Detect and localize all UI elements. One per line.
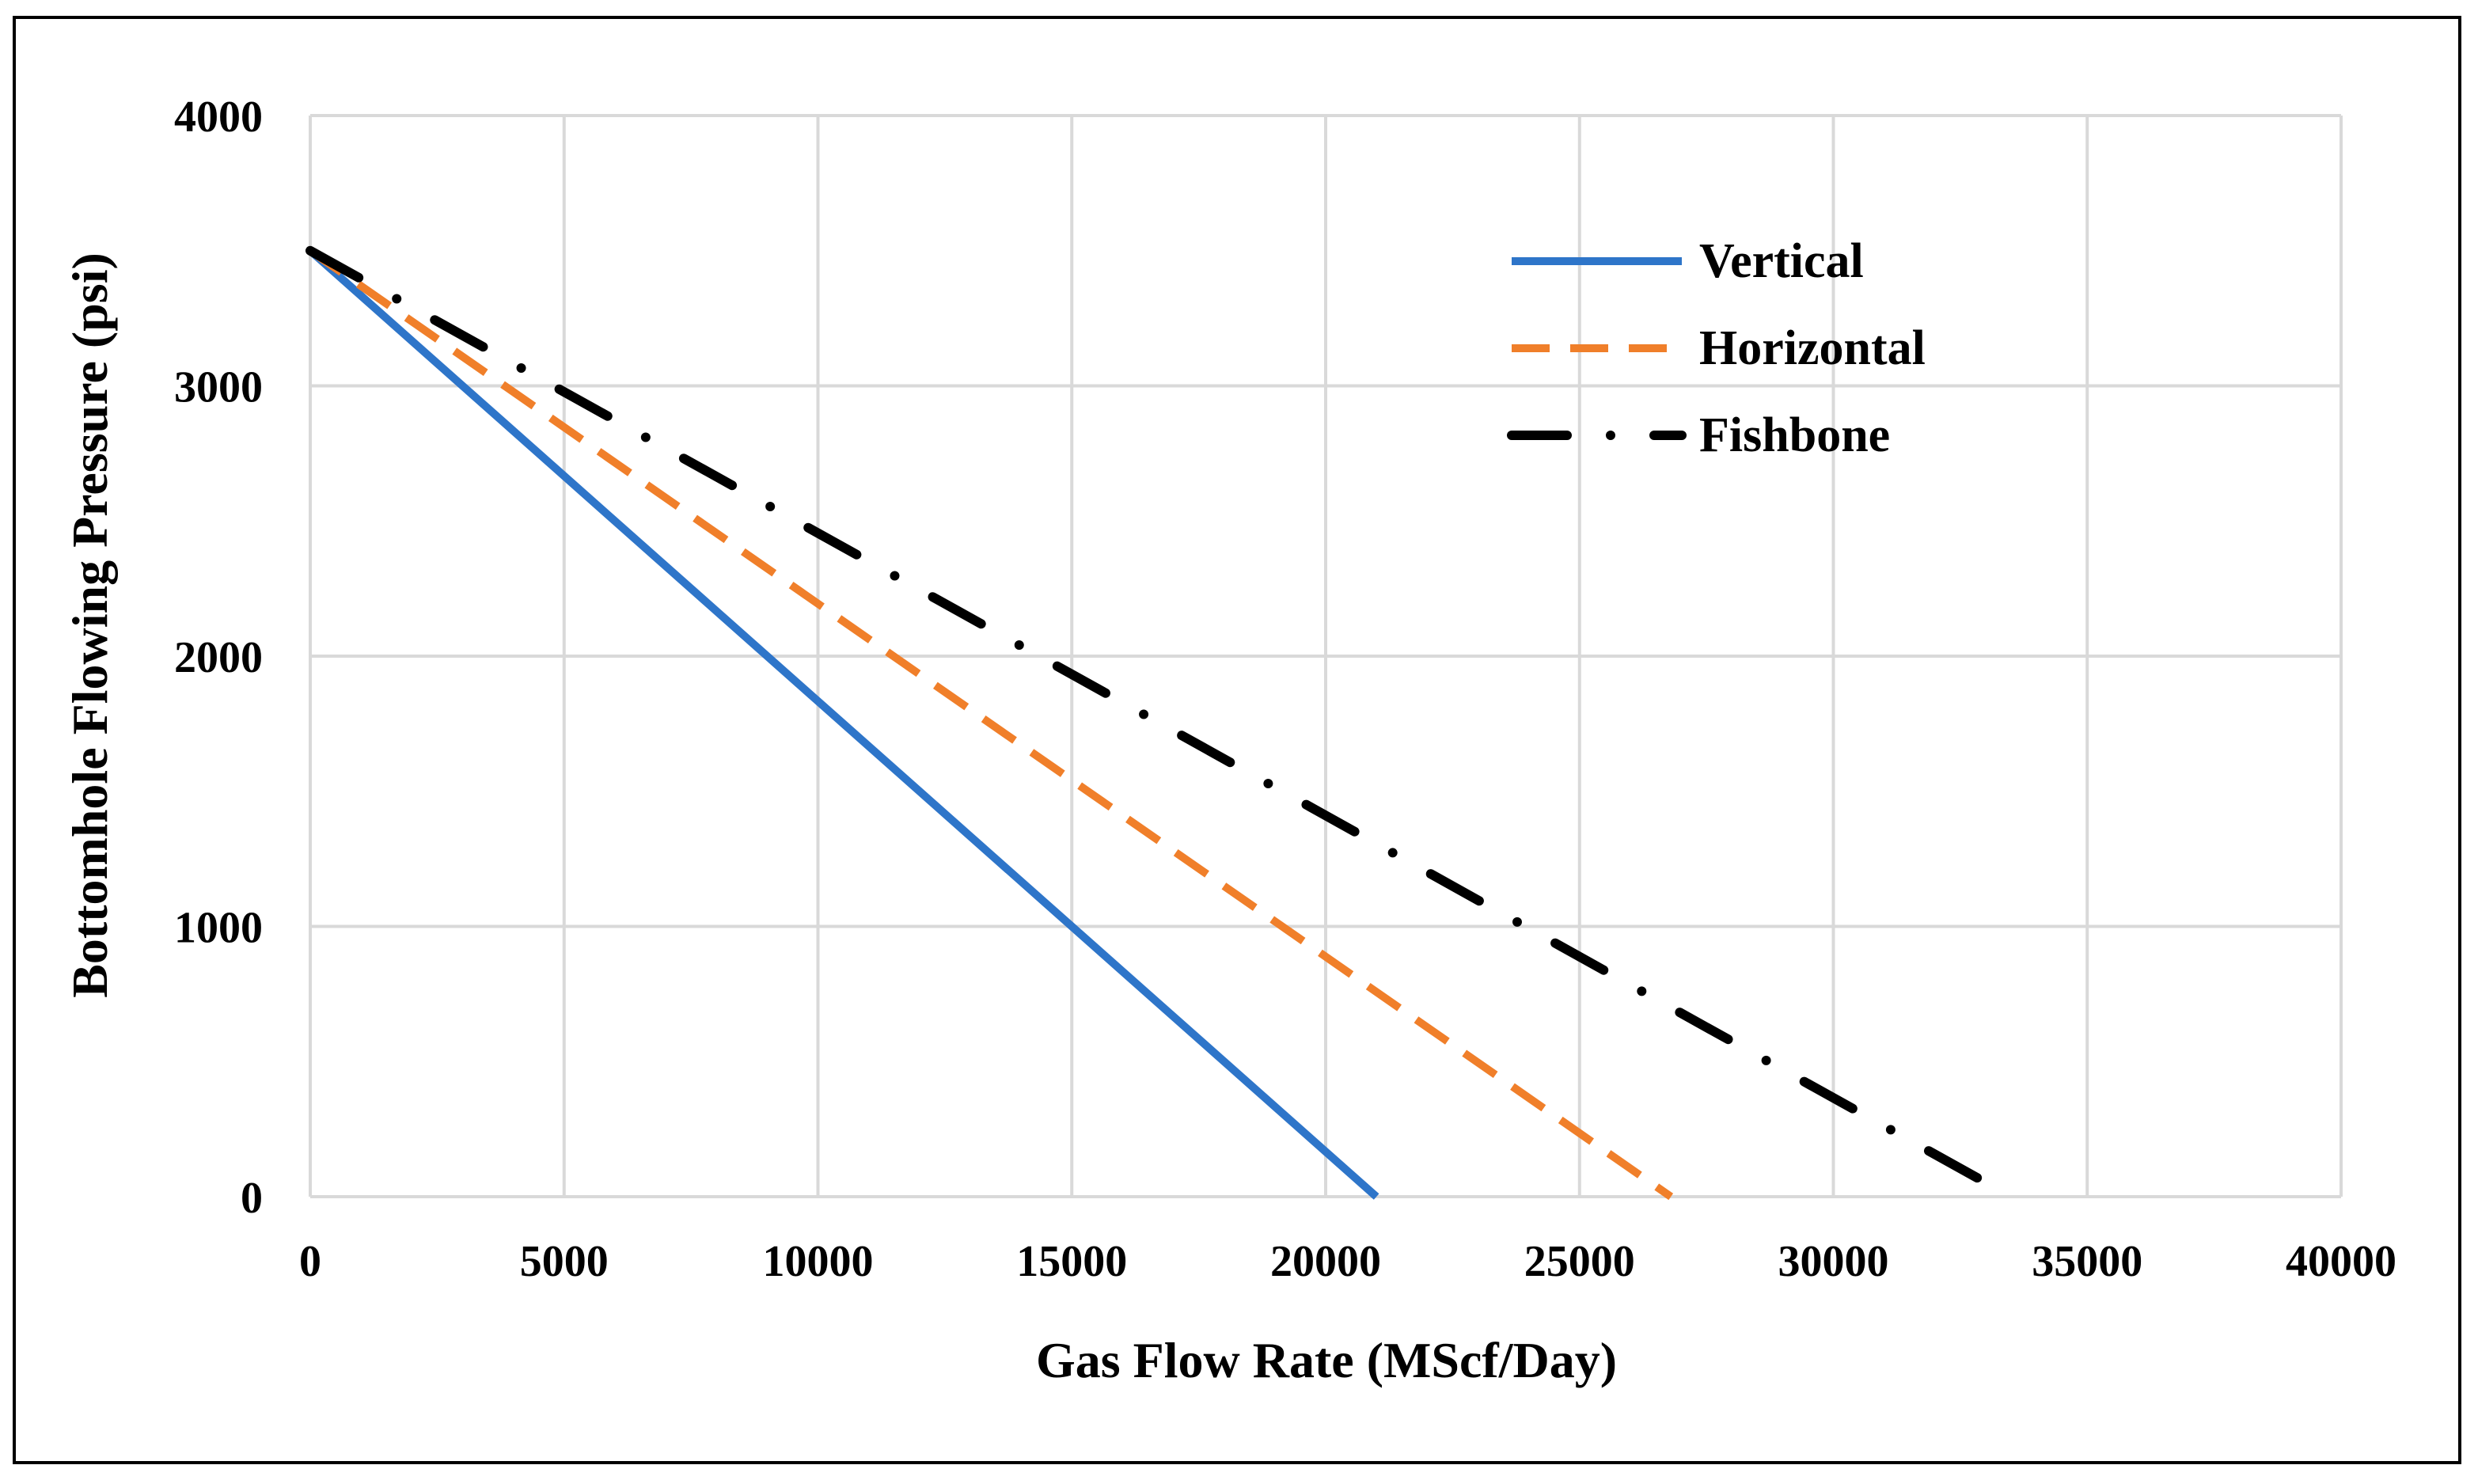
y-tick-label: 2000 — [174, 633, 263, 682]
x-tick-label: 30000 — [1778, 1237, 1889, 1286]
x-tick-label: 10000 — [763, 1237, 874, 1286]
x-tick-label: 5000 — [520, 1237, 609, 1286]
chart-frame — [13, 16, 2461, 1464]
x-tick-label: 25000 — [1524, 1237, 1635, 1286]
x-tick-label: 20000 — [1270, 1237, 1381, 1286]
y-tick-label: 3000 — [174, 363, 263, 412]
y-tick-label: 4000 — [174, 93, 263, 142]
series-line-horizontal — [308, 247, 1674, 1201]
x-tick-label: 15000 — [1016, 1237, 1127, 1286]
legend: Vertical Horizontal Fishbone — [1507, 234, 1926, 462]
x-tick-label: 40000 — [2286, 1237, 2396, 1286]
y-tick-label: 0 — [241, 1174, 263, 1223]
x-axis-title: Gas Flow Rate (MScf/Day) — [1036, 1332, 1617, 1388]
y-tick-label: 1000 — [174, 904, 263, 953]
axes — [309, 116, 2341, 1198]
legend-label-horizontal: Horizontal — [1699, 321, 1926, 375]
y-axis-title: Bottomhole Flowing Pressure (psi) — [62, 252, 118, 998]
tick-labels: 0 5000 10000 15000 20000 25000 30000 35000 40000… — [174, 93, 2396, 1286]
series-line-fishbone — [305, 245, 2017, 1201]
legend-label-vertical: Vertical — [1699, 234, 1864, 288]
legend-label-fishbone: Fishbone — [1699, 408, 1890, 462]
x-tick-label: 35000 — [2032, 1237, 2142, 1286]
grid-lines — [310, 114, 2343, 1197]
series-lines — [305, 245, 2017, 1201]
series-line-vertical — [307, 248, 1379, 1200]
x-tick-label: 0 — [299, 1237, 321, 1286]
